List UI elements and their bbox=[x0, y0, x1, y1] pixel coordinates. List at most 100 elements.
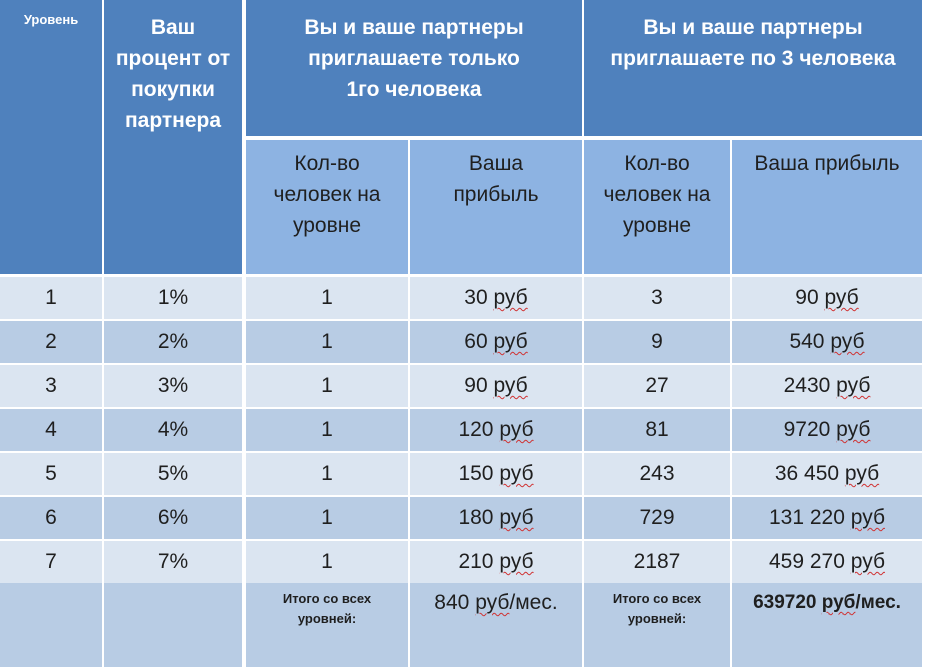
totals-value-one-suffix: /мес. bbox=[509, 591, 558, 614]
subheader-count-two-text: Кол-во человек на уровне bbox=[603, 152, 711, 237]
cell-profit-one-currency: руб bbox=[499, 462, 534, 485]
cell-percent: 2% bbox=[104, 321, 242, 363]
cell-percent: 1% bbox=[104, 277, 242, 319]
cell-profit-one: 150 руб bbox=[410, 453, 582, 495]
cell-profit-one-amount: 90 bbox=[464, 374, 488, 397]
cell-count-one: 1 bbox=[246, 541, 408, 583]
cell-count-one: 1 bbox=[246, 365, 408, 407]
cell-count-one: 1 bbox=[246, 453, 408, 495]
header-percent: Ваш процент от покупки партнера bbox=[104, 0, 242, 274]
totals-value-two: 639720 руб/мес. bbox=[732, 583, 922, 667]
header-level-text: Уровень bbox=[23, 12, 79, 27]
cell-profit-one-currency: руб bbox=[499, 506, 534, 529]
cell-profit-two-amount: 90 bbox=[795, 286, 819, 309]
cell-profit-one-amount: 150 bbox=[458, 462, 494, 485]
cell-profit-two-currency: руб bbox=[824, 286, 859, 309]
cell-level: 4 bbox=[0, 409, 102, 451]
cell-percent: 6% bbox=[104, 497, 242, 539]
cell-profit-two-currency: руб bbox=[850, 506, 885, 529]
cell-profit-two-amount: 131 220 bbox=[769, 506, 845, 529]
cell-profit-one: 90 руб bbox=[410, 365, 582, 407]
cell-profit-one-amount: 180 bbox=[458, 506, 494, 529]
cell-profit-one: 180 руб bbox=[410, 497, 582, 539]
header-group-one-text: Вы и ваше партнеры приглашаете только 1г… bbox=[304, 16, 524, 101]
cell-profit-one: 60 руб bbox=[410, 321, 582, 363]
cell-percent: 3% bbox=[104, 365, 242, 407]
totals-value-two-unit: руб bbox=[821, 592, 856, 613]
header-group-one: Вы и ваше партнеры приглашаете только 1г… bbox=[246, 0, 582, 136]
cell-profit-two-amount: 9720 bbox=[783, 418, 831, 441]
subheader-count-one: Кол-во человек на уровне bbox=[246, 140, 408, 274]
totals-value-one-num: 840 bbox=[434, 591, 470, 614]
cell-level: 3 bbox=[0, 365, 102, 407]
cell-level: 7 bbox=[0, 541, 102, 583]
subheader-profit-one-text: Ваша прибыль bbox=[453, 152, 539, 206]
cell-profit-two: 540 руб bbox=[732, 321, 922, 363]
cell-count-two: 243 bbox=[584, 453, 730, 495]
cell-profit-two-currency: руб bbox=[836, 374, 871, 397]
cell-level: 1 bbox=[0, 277, 102, 319]
header-group-two: Вы и ваше партнеры приглашаете по 3 чело… bbox=[584, 0, 922, 136]
cell-profit-two-amount: 36 450 bbox=[774, 462, 840, 485]
cell-profit-two: 90 руб bbox=[732, 277, 922, 319]
header-group-two-text: Вы и ваше партнеры приглашаете по 3 чело… bbox=[610, 16, 896, 70]
cell-count-one: 1 bbox=[246, 409, 408, 451]
totals-value-one-unit: руб bbox=[475, 591, 510, 614]
cell-percent: 7% bbox=[104, 541, 242, 583]
cell-profit-two-currency: руб bbox=[844, 462, 880, 485]
cell-profit-one: 30 руб bbox=[410, 277, 582, 319]
cell-count-two: 3 bbox=[584, 277, 730, 319]
cell-level: 2 bbox=[0, 321, 102, 363]
cell-count-two: 81 bbox=[584, 409, 730, 451]
totals-cell-percent bbox=[104, 583, 242, 667]
subheader-profit-two: Ваша прибыль bbox=[732, 140, 922, 274]
subheader-count-two: Кол-во человек на уровне bbox=[584, 140, 730, 274]
cell-percent: 5% bbox=[104, 453, 242, 495]
totals-value-two-suffix: /мес. bbox=[855, 592, 901, 613]
cell-profit-one: 210 руб bbox=[410, 541, 582, 583]
cell-profit-one-currency: руб bbox=[493, 330, 528, 353]
totals-label-two: Итого со всех уровней: bbox=[584, 583, 730, 667]
cell-profit-two-amount: 540 bbox=[789, 330, 825, 353]
totals-value-two-num: 639720 bbox=[753, 592, 817, 613]
totals-label-one: Итого со всех уровней: bbox=[246, 583, 408, 667]
cell-profit-one-amount: 60 bbox=[464, 330, 488, 353]
cell-profit-two: 36 450 руб bbox=[732, 453, 922, 495]
totals-label-two-text: Итого со всех уровней: bbox=[612, 591, 702, 626]
subheader-profit-one: Ваша прибыль bbox=[410, 140, 582, 274]
cell-count-one: 1 bbox=[246, 321, 408, 363]
cell-profit-two-amount: 459 270 bbox=[769, 550, 845, 573]
cell-profit-one-amount: 30 bbox=[464, 286, 488, 309]
cell-profit-two: 2430 руб bbox=[732, 365, 922, 407]
cell-profit-two: 131 220 руб bbox=[732, 497, 922, 539]
subheader-count-one-text: Кол-во человек на уровне bbox=[273, 152, 381, 237]
cell-profit-two-currency: руб bbox=[830, 330, 865, 353]
cell-profit-two-currency: руб bbox=[836, 418, 871, 441]
cell-profit-one: 120 руб bbox=[410, 409, 582, 451]
cell-profit-two-currency: руб bbox=[850, 550, 885, 573]
cell-profit-one-currency: руб bbox=[499, 550, 534, 573]
cell-count-one: 1 bbox=[246, 497, 408, 539]
cell-count-two: 27 bbox=[584, 365, 730, 407]
subheader-profit-two-text: Ваша прибыль bbox=[754, 152, 900, 175]
cell-profit-two: 459 270 руб bbox=[732, 541, 922, 583]
cell-profit-one-currency: руб bbox=[493, 374, 528, 397]
cell-count-two: 2187 bbox=[584, 541, 730, 583]
totals-value-one: 840 руб/мес. bbox=[410, 583, 582, 667]
cell-profit-one-amount: 210 bbox=[458, 550, 494, 573]
cell-profit-one-currency: руб bbox=[499, 418, 534, 441]
cell-profit-two: 9720 руб bbox=[732, 409, 922, 451]
cell-profit-two-amount: 2430 bbox=[783, 374, 831, 397]
cell-profit-one-currency: руб bbox=[493, 286, 528, 309]
totals-cell-level bbox=[0, 583, 102, 667]
header-percent-text: Ваш процент от покупки партнера bbox=[115, 16, 231, 132]
cell-count-two: 9 bbox=[584, 321, 730, 363]
header-level: Уровень bbox=[0, 0, 102, 274]
totals-label-one-text: Итого со всех уровней: bbox=[282, 591, 372, 626]
cell-level: 5 bbox=[0, 453, 102, 495]
cell-profit-one-amount: 120 bbox=[458, 418, 494, 441]
cell-percent: 4% bbox=[104, 409, 242, 451]
cell-level: 6 bbox=[0, 497, 102, 539]
cell-count-two: 729 bbox=[584, 497, 730, 539]
